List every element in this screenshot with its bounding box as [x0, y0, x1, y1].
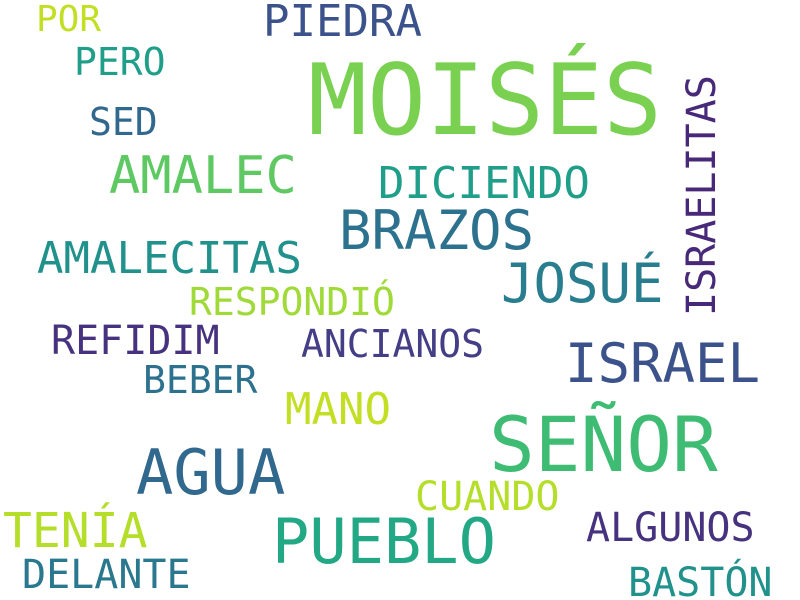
word-brazos: BRAZOS [339, 199, 535, 262]
word-israel: ISRAEL [565, 332, 761, 395]
word-agua: AGUA [136, 436, 286, 509]
word-piedra: PIEDRA [263, 0, 422, 47]
word-pero: PERO [74, 40, 166, 84]
word-pueblo: PUEBLO [272, 505, 496, 578]
word-israelitas: ISRAELITAS [679, 75, 725, 316]
word-refidim: REFIDIM [51, 318, 220, 364]
word-mano: MANO [285, 384, 391, 435]
word-ancianos: ANCIANOS [301, 322, 485, 366]
word-delante: DELANTE [22, 552, 191, 598]
word-sed: SED [89, 100, 158, 144]
word-diciendo: DICIENDO [378, 158, 590, 209]
word-amalecitas: AMALECITAS [37, 233, 302, 284]
word-respondio: RESPONDIÓ [189, 280, 395, 324]
word-beber: BEBER [143, 358, 258, 402]
word-senor: SEÑOR [489, 400, 718, 489]
word-tenia: TENÍA [3, 503, 148, 559]
word-moises: MOISÉS [308, 44, 663, 158]
word-josue: JOSUÉ [501, 252, 664, 315]
word-cuando: CUANDO [415, 474, 560, 520]
word-algunos: ALGUNOS [586, 505, 755, 551]
word-por: POR [36, 0, 102, 40]
word-baston: BASTÓN [628, 560, 773, 600]
word-amalec: AMALEC [109, 146, 297, 206]
